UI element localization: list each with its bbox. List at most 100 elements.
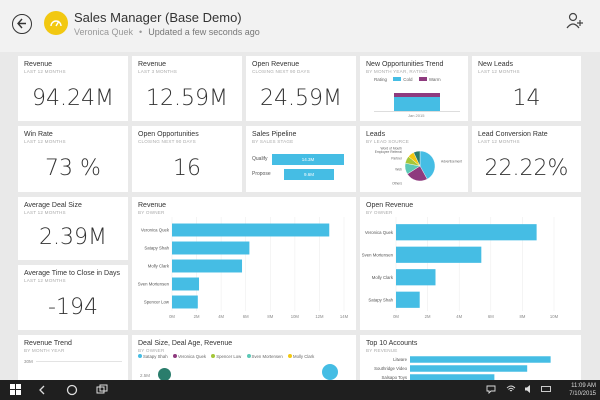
tile-new-opportunities-trend[interactable]: New Opportunities Trend BY MONTH YEAR, R… bbox=[360, 56, 468, 121]
windows-start-icon[interactable] bbox=[10, 384, 21, 395]
tick-label: 6M bbox=[243, 314, 249, 319]
bar bbox=[172, 241, 250, 255]
legend-item: Warm bbox=[428, 77, 441, 82]
axis-label: 2.5M bbox=[140, 373, 151, 378]
dashboard-logo-icon bbox=[44, 11, 68, 35]
category-label: Satapy Shah bbox=[368, 297, 393, 302]
legend-item: Sven Mortensen bbox=[251, 354, 283, 359]
tile-subtitle: BY OWNER bbox=[138, 348, 165, 353]
slice-label: Advertisement bbox=[441, 160, 462, 164]
tile-open-opportunities[interactable]: Open Opportunities CLOSING NEXT 90 DAYS … bbox=[132, 126, 242, 192]
tile-value: 22.22% bbox=[484, 156, 569, 181]
legend-item: Molly Clark bbox=[293, 354, 315, 359]
tile-subtitle: BY OWNER bbox=[366, 210, 393, 215]
tile-average-time-to-close[interactable]: Average Time to Close in Days LAST 12 MO… bbox=[18, 265, 128, 330]
slice-label: Web bbox=[395, 167, 402, 171]
tick-label: 2M bbox=[425, 314, 431, 319]
bar bbox=[410, 374, 495, 380]
category-label: Veronica Quek bbox=[365, 230, 394, 235]
stage-value: 14.3M bbox=[301, 157, 315, 162]
tile-open-revenue[interactable]: Open Revenue CLOSING NEXT 90 DAYS 24.59M bbox=[246, 56, 356, 121]
stage-label: Qualify bbox=[252, 156, 268, 162]
legend-dot bbox=[211, 354, 216, 358]
network-icon[interactable] bbox=[506, 384, 516, 394]
tile-title: New Opportunities Trend bbox=[366, 61, 444, 68]
category-label: Veronica Quek bbox=[141, 228, 170, 233]
tile-subtitle: CLOSING NEXT 90 DAYS bbox=[252, 69, 310, 74]
taskbar-clock[interactable]: 11:09 AM 7/10/2015 bbox=[569, 382, 596, 398]
tile-title: Open Revenue bbox=[252, 61, 300, 68]
bar bbox=[410, 365, 528, 372]
tile-title: Revenue bbox=[138, 61, 167, 68]
tick-label: 6M bbox=[488, 314, 494, 319]
leads-pie-chart: Advertisement Others Web Partner Employee Re… bbox=[375, 146, 462, 185]
tile-revenue-by-owner[interactable]: Revenue BY OWNER 0M 2M 4M 6M 8M 10M 12M 14M Vero… bbox=[132, 197, 356, 330]
back-nav-icon[interactable] bbox=[37, 384, 49, 396]
legend-item: Satapy Shah bbox=[143, 354, 168, 359]
tick-label: 10M bbox=[291, 314, 300, 319]
tile-title: New Leads bbox=[478, 61, 514, 68]
stage-bar-qualify: 14.3M bbox=[272, 154, 344, 165]
tile-subtitle: LAST 12 MONTHS bbox=[478, 69, 520, 74]
add-user-icon[interactable] bbox=[566, 12, 584, 30]
slice-label: Word of Mouth bbox=[380, 146, 402, 150]
legend-dot bbox=[246, 354, 251, 358]
back-button[interactable] bbox=[12, 14, 32, 34]
tile-subtitle: BY OWNER bbox=[138, 210, 165, 215]
keyboard-icon[interactable] bbox=[541, 384, 551, 394]
tile-leads[interactable]: Leads BY LEAD SOURCE Advertisement Others… bbox=[360, 126, 468, 192]
volume-icon[interactable] bbox=[524, 384, 534, 394]
tile-sales-pipeline[interactable]: Sales Pipeline BY SALES STAGE Qualify 14… bbox=[246, 126, 356, 192]
tile-subtitle: LAST 12 MONTHS bbox=[24, 210, 66, 215]
tick-label: 0M bbox=[169, 314, 175, 319]
bar bbox=[172, 295, 198, 309]
tile-win-rate[interactable]: Win Rate LAST 12 MONTHS 73 % bbox=[18, 126, 128, 192]
tile-value: 73 % bbox=[45, 156, 101, 181]
tile-value: -194 bbox=[48, 295, 98, 320]
chart-legend: Satapy Shah Veronica Quek Spencer Low Sv… bbox=[138, 354, 314, 359]
top-accounts-chart: Litware Southridge Video Salsapo Toys bbox=[374, 356, 551, 380]
back-arrow-icon bbox=[17, 18, 26, 29]
tile-title: Deal Size, Deal Age, Revenue bbox=[138, 340, 233, 347]
tile-subtitle: LAST 12 MONTHS bbox=[24, 139, 66, 144]
legend-item: Spencer Low bbox=[216, 354, 242, 359]
slice-label: Partner bbox=[391, 156, 403, 160]
tile-deal-size-age-revenue[interactable]: Deal Size, Deal Age, Revenue BY OWNER Sa… bbox=[132, 335, 356, 380]
page-title: Sales Manager (Base Demo) bbox=[74, 10, 242, 25]
stage-label: Propose bbox=[252, 171, 271, 177]
tile-open-revenue-by-owner[interactable]: Open Revenue BY OWNER 0M 2M 4M 6M 8M 10M Veron… bbox=[360, 197, 581, 330]
tile-revenue-12m[interactable]: Revenue LAST 12 MONTHS 94.24M bbox=[18, 56, 128, 121]
tile-revenue-trend[interactable]: Revenue Trend BY MONTH YEAR 30M bbox=[18, 335, 128, 380]
cortana-icon[interactable] bbox=[66, 384, 78, 396]
tick-label: 14M bbox=[340, 314, 349, 319]
legend-dot bbox=[138, 354, 142, 358]
tick-label: 12M bbox=[315, 314, 324, 319]
windows-taskbar: 11:09 AM 7/10/2015 bbox=[0, 380, 600, 400]
tile-average-deal-size[interactable]: Average Deal Size LAST 12 MONTHS 2.39M bbox=[18, 197, 128, 260]
open-revenue-by-owner-chart: 0M 2M 4M 6M 8M 10M Veronica Quek Sven Mortensen… bbox=[362, 217, 559, 319]
tile-subtitle: LAST 3 MONTHS bbox=[138, 69, 178, 74]
tile-revenue-3m[interactable]: Revenue LAST 3 MONTHS 12.59M bbox=[132, 56, 242, 121]
tile-title: Revenue Trend bbox=[24, 340, 72, 347]
tile-lead-conversion-rate[interactable]: Lead Conversion Rate LAST 12 MONTHS 22.2… bbox=[472, 126, 581, 192]
app-header: Sales Manager (Base Demo) Veronica Quek •… bbox=[0, 0, 600, 52]
bubble bbox=[322, 364, 338, 380]
category-label: Satapy Shah bbox=[144, 246, 169, 251]
owner-name[interactable]: Veronica Quek bbox=[74, 27, 134, 37]
tick-label: 0M bbox=[393, 314, 399, 319]
bar bbox=[172, 277, 200, 291]
tile-top-10-accounts[interactable]: Top 10 Accounts BY REVENUE Litware Southr… bbox=[360, 335, 581, 380]
category-label: Molly Clark bbox=[372, 275, 394, 280]
category-label: Southridge Video bbox=[374, 366, 407, 371]
gridline bbox=[36, 361, 122, 362]
action-center-icon[interactable] bbox=[486, 384, 496, 394]
tile-new-leads[interactable]: New Leads LAST 12 MONTHS 14 bbox=[472, 56, 581, 121]
pie-slice bbox=[413, 150, 421, 167]
tile-subtitle: BY LEAD SOURCE bbox=[366, 139, 410, 144]
bar bbox=[396, 246, 482, 263]
category-label: Sven Mortensen bbox=[138, 282, 170, 287]
task-view-icon[interactable] bbox=[96, 384, 108, 396]
tile-value: 24.59M bbox=[260, 86, 342, 111]
bar bbox=[172, 223, 330, 237]
tile-subtitle: BY SALES STAGE bbox=[252, 139, 294, 144]
